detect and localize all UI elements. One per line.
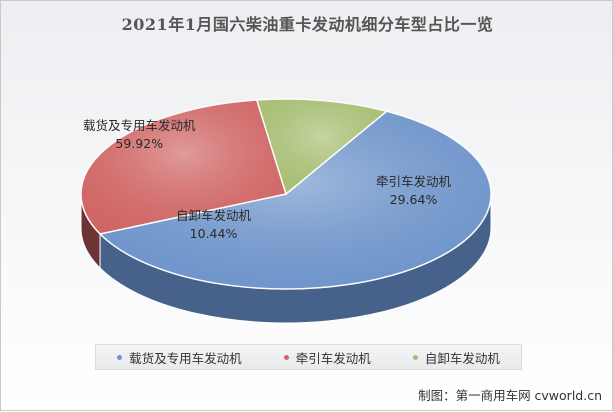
slice-highlight-tractor bbox=[81, 99, 286, 234]
slice-label-dump-value: 10.44% bbox=[189, 226, 238, 241]
legend-label-dump: 自卸车发动机 bbox=[424, 350, 500, 366]
slice-highlight-dump bbox=[256, 99, 387, 194]
legend-swatch-cargo bbox=[117, 354, 123, 360]
slice-label-tractor: 牵引车发动机 29.64% bbox=[376, 173, 451, 209]
slice-label-dump: 自卸车发动机 10.44% bbox=[176, 207, 251, 243]
legend-item-tractor: 牵引车发动机 bbox=[283, 348, 371, 367]
source-note: 制图：第一商用车网 cvworld.cn bbox=[418, 388, 602, 403]
legend-swatch-tractor bbox=[283, 354, 289, 360]
slice-highlight-cargo bbox=[100, 111, 491, 289]
slice-label-tractor-value: 29.64% bbox=[389, 192, 438, 207]
slice-label-cargo-name: 载货及专用车发动机 bbox=[83, 118, 196, 133]
legend-item-dump: 自卸车发动机 bbox=[412, 348, 500, 367]
legend-item-cargo: 载货及专用车发动机 bbox=[117, 348, 242, 367]
slice-label-cargo: 载货及专用车发动机 59.92% bbox=[83, 117, 196, 153]
slice-label-cargo-value: 59.92% bbox=[115, 136, 164, 151]
legend-label-cargo: 载货及专用车发动机 bbox=[129, 350, 242, 366]
slice-label-dump-name: 自卸车发动机 bbox=[176, 208, 252, 223]
legend-label-tractor: 牵引车发动机 bbox=[295, 350, 371, 366]
legend-swatch-dump bbox=[412, 354, 418, 360]
chart-title: 2021年1月国六柴油重卡发动机细分车型占比一览 bbox=[121, 15, 494, 34]
chart-legend: 载货及专用车发动机 牵引车发动机 自卸车发动机 bbox=[95, 344, 522, 370]
slice-label-tractor-name: 牵引车发动机 bbox=[376, 174, 452, 189]
